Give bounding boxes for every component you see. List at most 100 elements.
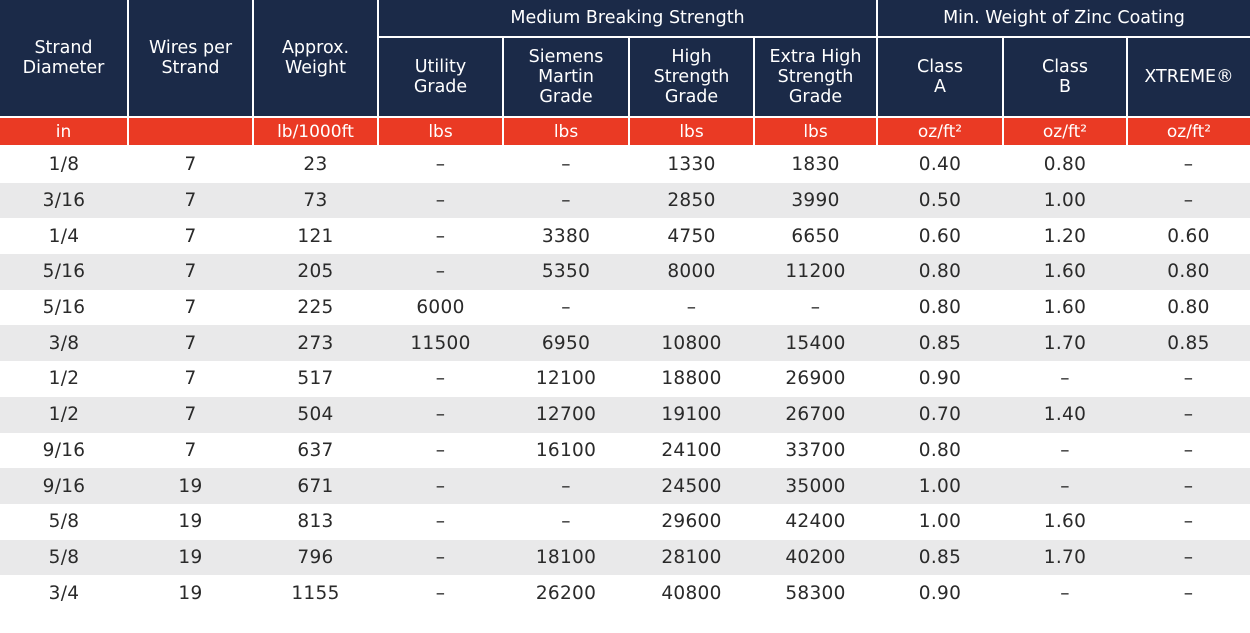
table-cell: 0.80 <box>918 297 962 319</box>
unit-cell: in <box>0 116 129 147</box>
table-row: 5/16 7 205–5350 8000 11200 0.80 1.60 0.80 <box>0 254 1250 290</box>
table-cell: 637 <box>297 439 334 461</box>
col-header-strand-diameter: Strand Diameter <box>0 0 129 118</box>
table-cell: 9/16 <box>0 468 128 504</box>
table-cell: 35000 <box>754 468 877 504</box>
table-cell: 16100 <box>535 439 597 461</box>
table-cell: 26700 <box>754 396 877 433</box>
col-header-class-b: Class B <box>1002 35 1128 119</box>
table-cell: 8000 <box>629 254 754 290</box>
table-cell: 0.85 <box>1127 325 1250 362</box>
table-cell: 12700 <box>503 396 629 433</box>
table-cell: – <box>1060 439 1070 461</box>
table-cell: 0.90 <box>918 368 962 390</box>
table-cell: – <box>435 368 446 390</box>
table-cell: 26900 <box>785 368 846 390</box>
unit-cell: lbs <box>377 116 504 147</box>
col-header-wires-per-strand: Wires per Strand <box>127 0 254 118</box>
table-cell: 7 <box>128 254 253 290</box>
min-weight-zinc-coating-label: Min. Weight of Zinc Coating <box>943 7 1185 28</box>
table-row: 5/8 19 813 – – 29600 42400 1.00 1.60 – <box>0 504 1250 540</box>
table-cell: – <box>435 225 446 247</box>
strand-spec-table: Strand Diameter Wires per Strand Approx.… <box>0 0 1250 604</box>
table-cell: 11200 <box>754 254 877 290</box>
header-sub-row: Utility Grade Siemens Martin Grade High … <box>0 35 1250 119</box>
table-cell: 12100 <box>535 368 597 390</box>
table-cell: 19100 <box>629 396 754 433</box>
table-cell: 58300 <box>785 582 846 604</box>
table-cell: – <box>503 468 629 504</box>
table-cell: 0.50 <box>877 182 1003 219</box>
table-cell: 3/8 <box>0 325 128 362</box>
table-cell: – <box>435 511 446 533</box>
col-header-utility-grade: Utility Grade <box>378 35 504 119</box>
table-cell: – <box>435 439 446 461</box>
col-header-siemens-martin-grade: Siemens Martin Grade <box>502 35 630 119</box>
table-cell: 19 <box>178 582 203 604</box>
table-row: 3/8 7 273 11500 6950 10800 15400 0.85 1.70 0.85 <box>0 325 1250 362</box>
table-cell: 5/8 <box>0 539 128 576</box>
table-cell: 15400 <box>754 325 877 362</box>
table-cell: – <box>378 396 503 433</box>
table-cell: – <box>1127 182 1250 219</box>
high-strength-grade-label: High Strength Grade <box>653 46 730 107</box>
table-cell: 796 <box>253 539 378 576</box>
table-cell: 26200 <box>535 582 597 604</box>
xtreme-label: XTREME® <box>1144 66 1234 87</box>
table-cell: 0.80 <box>1043 154 1087 176</box>
table-cell: 1/4 <box>48 225 80 247</box>
col-header-high-strength-grade: High Strength Grade <box>628 35 755 119</box>
table-cell: – <box>1127 539 1250 576</box>
table-cell: – <box>1060 368 1070 390</box>
table-cell: 1/2 <box>48 368 80 390</box>
strand-diameter-label: Strand Diameter <box>22 38 105 78</box>
table-cell: – <box>810 297 821 319</box>
table-cell: 7 <box>184 368 197 390</box>
table-cell: 1830 <box>791 154 840 176</box>
extra-high-strength-grade-label: Extra High Strength Grade <box>769 46 862 107</box>
table-cell: 3990 <box>754 182 877 219</box>
unit-cell: oz/ft² <box>876 116 1004 147</box>
table-cell: 671 <box>253 468 378 504</box>
table-cell: 7 <box>184 297 197 319</box>
table-cell: 0.80 <box>877 254 1003 290</box>
table-cell: 42400 <box>785 511 846 533</box>
unit-cell: lbs <box>502 116 630 147</box>
table-cell: 504 <box>253 396 378 433</box>
unit-cell: oz/ft² <box>1125 116 1250 147</box>
table-cell: – <box>378 468 503 504</box>
col-header-class-a: Class A <box>876 35 1004 119</box>
table-cell: 1.60 <box>1043 511 1087 533</box>
table-cell: – <box>561 511 571 533</box>
table-cell: 0.60 <box>1167 225 1210 247</box>
table-cell: 6000 <box>416 297 465 319</box>
table-row: 1/2 7 504–12700 19100 26700 0.70 1.40– <box>0 396 1250 433</box>
table-cell: 273 <box>253 325 378 362</box>
table-cell: 205 <box>253 254 378 290</box>
table-cell: 0.90 <box>918 582 962 604</box>
table-cell: 1.60 <box>1003 254 1127 290</box>
table-cell: 7 <box>184 154 197 176</box>
class-b-label: Class B <box>1041 56 1089 97</box>
table-row: 9/16 7 637 – 16100 24100 33700 0.80 – – <box>0 433 1250 469</box>
utility-grade-label: Utility Grade <box>413 56 468 97</box>
table-cell: 1.40 <box>1003 396 1127 433</box>
table-cell: 3380 <box>541 225 591 247</box>
table-cell: 6650 <box>791 225 840 247</box>
header-group-row: Strand Diameter Wires per Strand Approx.… <box>0 0 1250 118</box>
unit-cell <box>127 116 254 147</box>
unit-cell: lbs <box>628 116 755 147</box>
table-cell: 40200 <box>754 539 877 576</box>
table-cell: 10800 <box>629 325 754 362</box>
table-cell: 7 <box>128 182 253 219</box>
table-cell: 1.00 <box>918 511 962 533</box>
table-cell: 1.70 <box>1003 539 1127 576</box>
table-cell: 23 <box>303 154 328 176</box>
table-cell: – <box>561 297 571 319</box>
table-row: 3/16 7 73– –2850 3990 0.50 1.00– <box>0 182 1250 219</box>
table-header: Strand Diameter Wires per Strand Approx.… <box>0 0 1250 147</box>
class-a-label: Class A <box>916 56 964 97</box>
table-cell: – <box>1183 582 1194 604</box>
table-cell: – <box>435 154 446 176</box>
approx-weight-label: Approx. Weight <box>281 38 350 78</box>
